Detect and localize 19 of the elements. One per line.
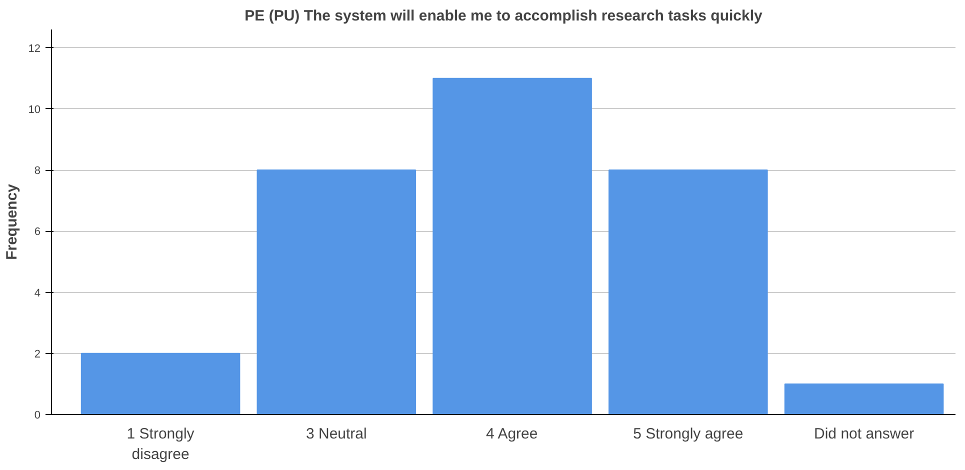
bar bbox=[608, 170, 768, 414]
x-tick-label: 1 Strongly disagree bbox=[126, 426, 195, 463]
y-tick-label: 8 bbox=[34, 165, 41, 178]
bar bbox=[80, 352, 240, 414]
bar bbox=[432, 78, 592, 414]
bar bbox=[256, 170, 416, 414]
x-tick-label: 5 Strongly agree bbox=[633, 426, 744, 442]
y-tick-label: 6 bbox=[34, 226, 41, 238]
chart-title: PE (PU) The system will enable me to accomplish research tasks quickly bbox=[244, 8, 764, 24]
bar bbox=[784, 383, 944, 414]
y-tick-label: 0 bbox=[34, 410, 41, 422]
x-tick-label: 3 Neutral bbox=[306, 426, 367, 442]
y-tick-label: 4 bbox=[34, 287, 41, 300]
x-tick-label: Did not answer bbox=[814, 426, 914, 442]
y-axis-title: Frequency bbox=[3, 183, 20, 260]
y-tick-label: 2 bbox=[34, 348, 41, 360]
x-tick-label: 4 Agree bbox=[486, 426, 538, 442]
y-tick-label: 12 bbox=[28, 42, 41, 55]
y-tick-label: 10 bbox=[28, 104, 41, 116]
